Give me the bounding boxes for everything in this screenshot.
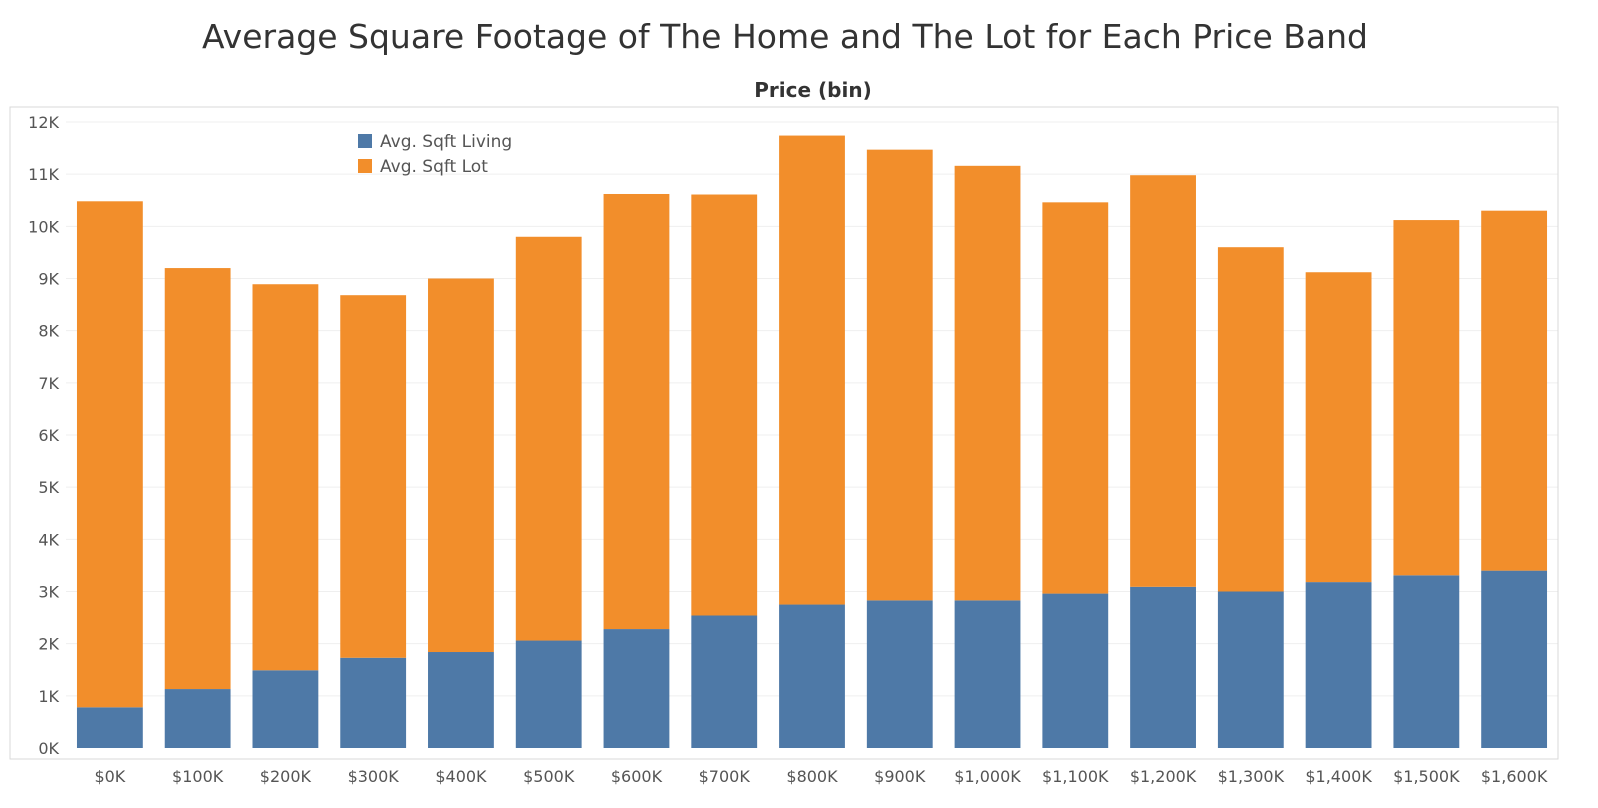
bar-sqft-living[interactable]: [954, 600, 1021, 748]
y-tick-label: 4K: [38, 530, 59, 549]
x-tick-label: $1,600K: [1481, 767, 1548, 786]
x-tick-label: $500K: [523, 767, 575, 786]
bar-sqft-living[interactable]: [603, 629, 670, 748]
bar-sqft-lot[interactable]: [164, 268, 231, 690]
y-tick-label: 7K: [38, 374, 59, 393]
bar-sqft-living[interactable]: [866, 600, 933, 748]
legend: Avg. Sqft Living Avg. Sqft Lot: [358, 132, 512, 177]
x-tick-label: $1,300K: [1218, 767, 1285, 786]
bars: [76, 135, 1548, 749]
y-tick-label: 1K: [38, 687, 59, 706]
bar-sqft-living[interactable]: [428, 652, 494, 748]
legend-swatch-living: [358, 134, 372, 148]
x-tick-label: $1,400K: [1305, 767, 1372, 786]
x-tick-label: $0K: [94, 767, 125, 786]
x-tick-label: $200K: [260, 767, 312, 786]
y-tick-label: 12K: [28, 113, 59, 132]
chart-title: Average Square Footage of The Home and T…: [202, 17, 1368, 56]
bar-sqft-living[interactable]: [1393, 575, 1460, 748]
y-tick-label: 9K: [38, 270, 59, 289]
bar-sqft-lot[interactable]: [515, 236, 582, 641]
bar-sqft-living[interactable]: [252, 670, 319, 748]
bar-sqft-lot[interactable]: [691, 194, 758, 616]
bar-sqft-living[interactable]: [340, 657, 407, 748]
x-tick-label: $100K: [172, 767, 224, 786]
legend-label-living: Avg. Sqft Living: [380, 132, 512, 152]
bar-sqft-living[interactable]: [515, 640, 582, 748]
bar-sqft-living[interactable]: [76, 707, 143, 748]
bar-sqft-lot[interactable]: [340, 295, 407, 658]
x-tick-label: $800K: [786, 767, 838, 786]
bar-sqft-lot[interactable]: [1130, 175, 1196, 587]
bar-sqft-living[interactable]: [691, 615, 758, 748]
y-tick-label: 0K: [38, 739, 59, 758]
bar-sqft-lot[interactable]: [1481, 210, 1548, 571]
x-tick-label: $1,500K: [1393, 767, 1460, 786]
x-tick-label: $600K: [611, 767, 663, 786]
bar-sqft-living[interactable]: [1305, 582, 1372, 748]
bar-sqft-lot[interactable]: [1393, 220, 1460, 576]
y-tick-label: 11K: [28, 165, 59, 184]
y-tick-label: 6K: [38, 426, 59, 445]
bar-sqft-lot[interactable]: [252, 284, 319, 671]
y-tick-label: 2K: [38, 635, 59, 654]
legend-label-lot: Avg. Sqft Lot: [380, 157, 488, 177]
bar-sqft-lot[interactable]: [1042, 202, 1109, 594]
bar-sqft-lot[interactable]: [954, 165, 1021, 601]
legend-swatch-lot: [358, 159, 372, 173]
bar-sqft-living[interactable]: [1217, 591, 1284, 749]
y-axis-ticks: 0K 1K 2K 3K 4K 5K 6K 7K 8K 9K 10K 11K 12K: [28, 113, 59, 758]
y-tick-label: 10K: [28, 217, 59, 236]
x-tick-label: $400K: [435, 767, 487, 786]
bar-sqft-living[interactable]: [1042, 593, 1109, 748]
x-tick-label: $700K: [699, 767, 751, 786]
bar-sqft-living[interactable]: [1130, 586, 1196, 748]
x-tick-label: $300K: [348, 767, 400, 786]
x-tick-label: $900K: [874, 767, 926, 786]
y-tick-label: 3K: [38, 583, 59, 602]
bar-sqft-lot[interactable]: [603, 193, 670, 630]
x-tick-label: $1,000K: [954, 767, 1021, 786]
x-tick-label: $1,100K: [1042, 767, 1109, 786]
bar-sqft-lot[interactable]: [779, 135, 845, 605]
y-tick-label: 8K: [38, 322, 59, 341]
bar-sqft-living[interactable]: [1481, 570, 1548, 748]
plot-frame: [9, 106, 1559, 760]
column-header-label: Price (bin): [754, 78, 871, 102]
y-tick-label: 5K: [38, 478, 59, 497]
bar-sqft-lot[interactable]: [1305, 272, 1372, 583]
bar-sqft-lot[interactable]: [428, 278, 494, 653]
bar-sqft-lot[interactable]: [1217, 247, 1284, 592]
bar-sqft-living[interactable]: [779, 604, 845, 748]
bar-sqft-living[interactable]: [164, 689, 231, 748]
x-tick-label: $1,200K: [1130, 767, 1197, 786]
bar-sqft-lot[interactable]: [866, 149, 933, 601]
x-axis-ticks: $0K $100K $200K $300K $400K $500K $600K $700K $8…: [94, 767, 1547, 786]
bar-sqft-lot[interactable]: [76, 201, 143, 708]
